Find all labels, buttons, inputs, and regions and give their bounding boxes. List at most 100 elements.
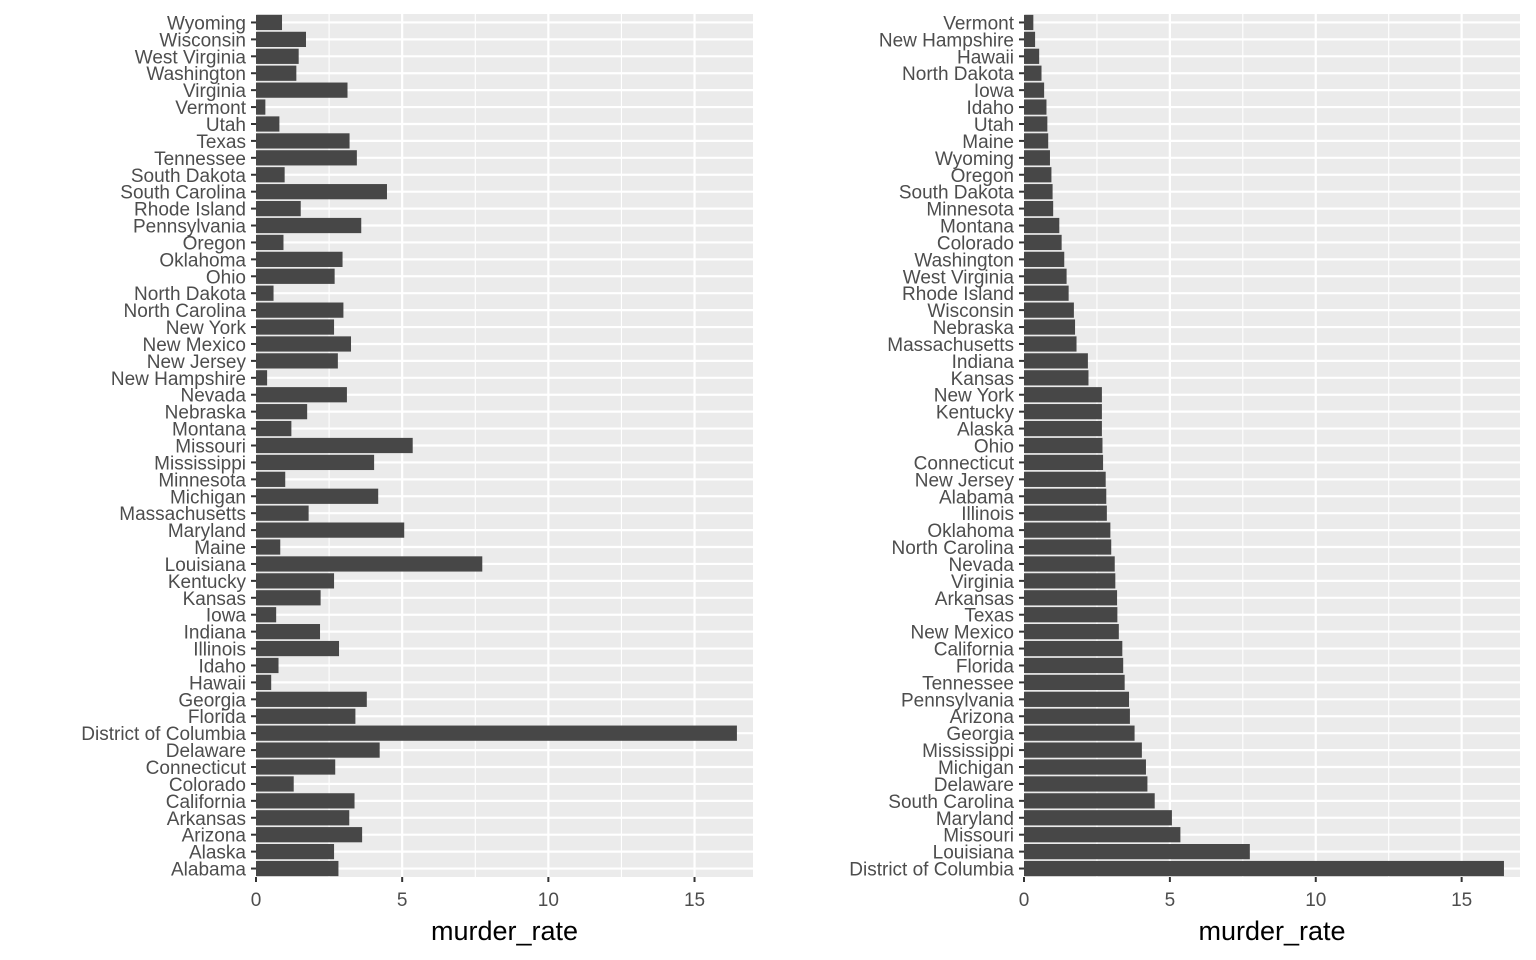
y-tick-label: Oklahoma [927,521,1014,542]
y-tick-label: Alaska [189,843,246,864]
bar [256,353,338,369]
bar [256,691,367,707]
bar [1024,285,1069,301]
x-axis-title: murder_rate [1198,916,1345,946]
bar [256,268,335,284]
y-tick-label: Indiana [184,623,247,644]
bar [256,14,283,31]
bar [256,336,352,352]
y-tick-label: Virginia [951,572,1014,593]
y-tick-label: New York [166,318,247,339]
bar [1024,657,1124,674]
bar [256,285,274,301]
y-tick-label: Kentucky [936,403,1015,424]
x-tick-label: 5 [397,890,408,911]
bar [256,251,343,267]
y-tick-label: Texas [196,132,246,153]
y-tick-label: District of Columbia [81,724,246,745]
y-tick-label: Iowa [974,81,1015,102]
bar [256,116,280,132]
bar [1024,133,1049,149]
right-chart-sorted: District of ColumbiaLouisianaMissouriMar… [849,13,1520,946]
y-tick-label: Florida [188,707,247,728]
y-tick-label: Connecticut [146,758,247,779]
y-tick-label: Hawaii [189,673,246,694]
y-tick-label: Mississippi [922,741,1014,762]
y-tick-label: Alabama [171,860,246,881]
y-tick-label: Arkansas [935,589,1014,610]
y-tick-label: Vermont [943,13,1014,34]
y-tick-label: Wyoming [167,13,246,34]
bar [256,725,737,741]
x-tick-label: 10 [1305,890,1326,911]
y-tick-label: Maine [962,132,1014,153]
y-tick-label: Texas [964,606,1014,627]
x-tick-label: 15 [684,890,705,911]
bar [256,150,357,166]
y-tick-label: Nebraska [165,403,247,424]
y-tick-label: Hawaii [957,47,1014,68]
bar [256,420,292,437]
bar [1024,353,1088,369]
bar [1024,827,1181,843]
y-tick-label: Missouri [175,437,246,458]
bar [1024,65,1042,81]
bar [256,234,284,251]
bar [1024,708,1130,724]
bar [1024,590,1118,606]
bar [1024,742,1142,758]
y-tick-label: Maryland [168,521,246,542]
bar [1024,48,1040,64]
bar [1024,14,1034,31]
bar [1024,234,1062,251]
bar [256,640,340,657]
y-tick-label: North Carolina [124,301,247,322]
y-tick-label: Michigan [170,487,246,508]
bar [1024,471,1106,487]
y-tick-label: North Dakota [902,64,1014,85]
bar [256,624,321,640]
y-tick-label: Ohio [206,267,246,288]
y-tick-label: Indiana [952,352,1015,373]
y-tick-label: New Hampshire [111,369,246,390]
bar [1024,725,1135,741]
y-tick-label: Idaho [198,656,246,677]
y-tick-label: Ohio [974,437,1014,458]
bar [256,82,348,98]
bar [256,657,279,674]
y-tick-label: Missouri [943,826,1014,847]
x-tick-label: 10 [538,890,559,911]
y-tick-label: California [934,640,1015,661]
y-tick-label: New Hampshire [879,30,1014,51]
y-tick-label: Georgia [178,690,246,711]
bar [256,133,350,149]
y-tick-label: Massachusetts [119,504,246,525]
y-tick-label: Oklahoma [159,250,246,271]
y-tick-label: Oregon [951,166,1014,187]
bar [1024,387,1102,403]
bar [256,674,272,691]
bar [256,556,483,572]
bar [256,387,347,403]
bar [256,759,336,775]
bar [1024,454,1104,471]
bar [256,793,355,809]
y-tick-label: Massachusetts [887,335,1014,356]
y-tick-label: Colorado [937,233,1014,254]
bar [256,31,306,47]
y-tick-label: Pennsylvania [133,217,246,238]
y-tick-label: Wyoming [935,149,1014,170]
bar [1024,31,1036,47]
y-tick-label: Kentucky [168,572,247,593]
y-tick-label: Montana [940,217,1014,238]
bar [256,742,380,758]
y-tick-label: District of Columbia [849,860,1014,881]
y-tick-label: Georgia [946,724,1014,745]
y-tick-label: Mississippi [154,453,246,474]
y-tick-label: Rhode Island [134,200,246,221]
y-tick-label: Kansas [183,589,246,610]
y-tick-label: Idaho [966,98,1014,119]
bar [1024,302,1074,318]
y-tick-label: New Mexico [911,623,1014,644]
